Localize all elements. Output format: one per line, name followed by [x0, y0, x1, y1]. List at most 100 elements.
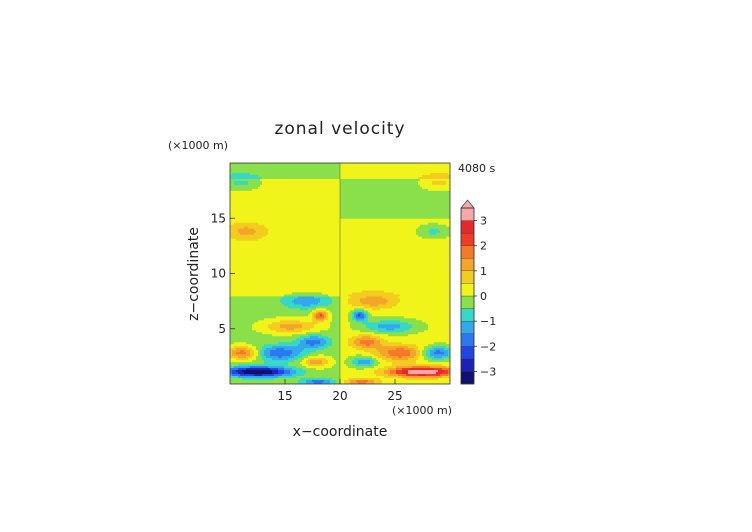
- field-cell: [270, 196, 273, 200]
- field-cell: [328, 174, 331, 178]
- field-cell: [292, 172, 295, 176]
- field-cell: [434, 178, 437, 182]
- field-cell: [414, 224, 417, 228]
- field-cell: [254, 236, 257, 240]
- field-cell: [390, 206, 393, 210]
- field-cell: [326, 168, 329, 172]
- field-cell: [320, 246, 323, 249]
- field-cell: [270, 246, 273, 249]
- field-cell: [374, 240, 377, 243]
- field-cell: [262, 188, 265, 192]
- field-cell: [392, 204, 395, 208]
- field-cell: [430, 208, 433, 212]
- field-cell: [358, 228, 361, 232]
- field-cell: [382, 236, 385, 240]
- field-cell: [290, 184, 293, 188]
- field-cell: [410, 224, 413, 228]
- field-cell: [302, 188, 305, 192]
- field-cell: [430, 226, 433, 230]
- field-cell: [392, 178, 395, 182]
- field-cell: [394, 190, 397, 194]
- field-cell: [284, 204, 287, 208]
- field-cell: [320, 224, 323, 228]
- field-cell: [276, 232, 279, 236]
- field-cell: [282, 192, 285, 196]
- field-cell: [436, 248, 439, 251]
- field-cell: [276, 204, 279, 208]
- field-cell: [354, 234, 357, 238]
- field-cell: [348, 194, 351, 198]
- field-cell: [314, 194, 317, 198]
- field-cell: [246, 166, 249, 170]
- field-cell: [246, 218, 249, 222]
- field-cell: [412, 240, 415, 243]
- field-cell: [304, 252, 307, 255]
- field-cell: [236, 176, 239, 180]
- field-cell: [420, 170, 423, 174]
- field-cell: [378, 174, 381, 178]
- field-cell: [432, 176, 435, 180]
- field-cell: [274, 192, 277, 196]
- field-cell: [236, 248, 239, 251]
- field-cell: [274, 224, 277, 228]
- field-cell: [240, 166, 243, 170]
- field-cell: [444, 196, 447, 200]
- field-cell: [444, 188, 447, 192]
- field-cell: [312, 220, 315, 224]
- field-cell: [424, 206, 427, 210]
- field-cell: [350, 250, 353, 253]
- field-cell: [414, 210, 417, 214]
- field-cell: [234, 192, 237, 196]
- field-cell: [306, 164, 309, 168]
- field-cell: [280, 214, 283, 218]
- field-cell: [428, 196, 431, 200]
- field-cell: [424, 224, 427, 228]
- field-cell: [296, 176, 299, 180]
- field-cell: [348, 222, 351, 226]
- field-cell: [330, 208, 333, 212]
- field-cell: [438, 248, 441, 251]
- field-cell: [230, 188, 233, 192]
- field-cell: [306, 192, 309, 196]
- field-cell: [300, 198, 303, 202]
- field-cell: [248, 244, 251, 247]
- field-cell: [344, 228, 347, 232]
- field-cell: [350, 240, 353, 243]
- field-cell: [328, 204, 331, 208]
- field-cell: [364, 220, 367, 224]
- field-cell: [276, 170, 279, 174]
- field-cell: [406, 182, 409, 186]
- field-cell: [428, 198, 431, 202]
- field-cell: [430, 214, 433, 218]
- field-cell: [252, 226, 255, 230]
- field-cell: [416, 208, 419, 212]
- field-cell: [312, 236, 315, 240]
- field-cell: [344, 226, 347, 230]
- field-cell: [446, 178, 449, 182]
- field-cell: [406, 163, 409, 166]
- field-cell: [414, 168, 417, 172]
- field-cell: [432, 163, 435, 166]
- field-cell: [264, 208, 267, 212]
- field-cell: [252, 242, 255, 245]
- field-cell: [306, 202, 309, 206]
- field-cell: [432, 180, 435, 184]
- field-cell: [246, 230, 249, 234]
- field-cell: [440, 212, 443, 216]
- field-cell: [254, 210, 257, 214]
- field-cell: [366, 224, 369, 228]
- field-cell: [400, 202, 403, 206]
- field-cell: [316, 174, 319, 178]
- field-cell: [252, 232, 255, 236]
- field-cell: [302, 178, 305, 182]
- field-cell: [280, 168, 283, 172]
- field-cell: [420, 180, 423, 184]
- field-cell: [250, 186, 253, 190]
- field-cell: [406, 170, 409, 174]
- field-cell: [352, 216, 355, 220]
- field-cell: [308, 200, 311, 204]
- field-cell: [238, 216, 241, 220]
- field-cell: [240, 250, 243, 253]
- field-cell: [386, 214, 389, 218]
- field-cell: [328, 232, 331, 236]
